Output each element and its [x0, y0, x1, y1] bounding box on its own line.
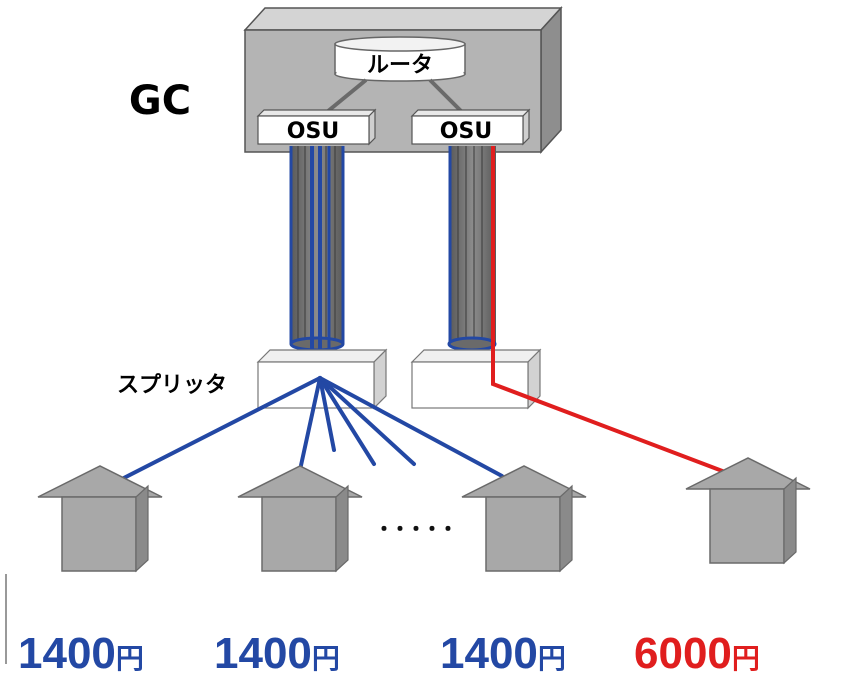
price-1-unit: 円 — [116, 642, 144, 675]
dedicated-line — [491, 146, 726, 474]
price-2-unit: 円 — [312, 642, 340, 675]
price-4-amount: 6000 — [634, 629, 732, 678]
splitter-label: スプリッタ — [117, 373, 227, 398]
price-2-amount: 1400 — [214, 629, 312, 678]
router-cylinder — [334, 36, 466, 82]
price-3-unit: 円 — [538, 642, 566, 675]
price-3: 1400円 — [440, 629, 566, 678]
price-3-amount: 1400 — [440, 629, 538, 678]
price-1-amount: 1400 — [18, 629, 116, 678]
svg-text:6000円: 6000円 — [634, 629, 760, 678]
price-2: 1400円 — [214, 629, 340, 678]
svg-text:1400円: 1400円 — [214, 629, 340, 678]
splitter-box-right — [410, 348, 542, 410]
house-4 — [685, 457, 811, 565]
gc-label: GC — [129, 78, 191, 124]
osu-box-left — [256, 108, 377, 146]
shared-drop-lines — [114, 376, 504, 484]
price-1: 1400円 — [18, 629, 144, 678]
price-4-unit: 円 — [732, 642, 760, 675]
price-4: 6000円 — [634, 629, 760, 678]
ellipsis-dots: ・・・・・ — [374, 517, 454, 541]
house-3 — [461, 465, 587, 573]
osu-box-right — [410, 108, 531, 146]
house-1 — [37, 465, 163, 573]
router-label: ルータ — [367, 53, 433, 78]
osu-left-label: OSU — [287, 119, 339, 144]
svg-text:1400円: 1400円 — [440, 629, 566, 678]
cable-bundle-left — [289, 146, 345, 352]
svg-text:1400円: 1400円 — [18, 629, 144, 678]
cable-bundle-right — [447, 146, 497, 352]
osu-right-label: OSU — [440, 119, 492, 144]
house-2 — [237, 465, 363, 573]
